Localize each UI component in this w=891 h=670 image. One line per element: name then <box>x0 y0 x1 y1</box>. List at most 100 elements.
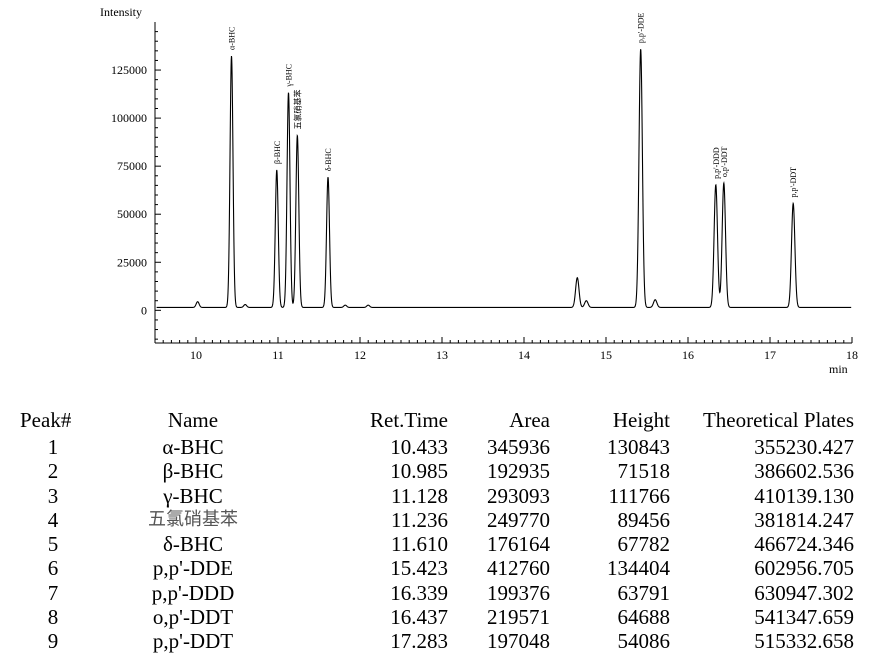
cell-name: p,p'-DDE <box>152 556 234 581</box>
peak-label: δ-BHC <box>324 148 333 171</box>
table-header-row: Peak# Name Ret.Time Area Height Theoreti… <box>20 408 854 435</box>
cell-ret-time: 16.339 <box>390 580 448 605</box>
cell-height: 71518 <box>617 459 671 484</box>
cell-name: 五氯硝基苯 <box>148 508 238 530</box>
table-row: 3 γ-BHC 11.128 293093 111766 410139.130 <box>20 484 854 508</box>
cell-height: 63791 <box>617 580 671 605</box>
cell-area: 293093 <box>487 483 550 508</box>
header-theoretical-plates: Theoretical Plates <box>702 408 854 432</box>
cell-peak: 5 <box>47 532 59 557</box>
cell-peak: 1 <box>47 435 59 459</box>
chromatogram-svg: Intensity min 0 25000 50000 75000 100000 1250… <box>100 5 858 376</box>
cell-peak: 7 <box>47 580 59 605</box>
cell-area: 176164 <box>487 532 550 557</box>
cell-height: 54086 <box>617 629 671 654</box>
table-row: 2 β-BHC 10.985 192935 71518 386602.536 <box>20 459 854 483</box>
table-row: 9 p,p'-DDT 17.283 197048 54086 515332.658 <box>20 629 854 653</box>
header-name: Name <box>167 408 219 432</box>
table-row: 6 p,p'-DDE 15.423 412760 134404 602956.705 <box>20 556 854 580</box>
cell-name: β-BHC <box>162 459 224 484</box>
y-axis: 0 25000 50000 75000 100000 125000 <box>111 22 161 343</box>
y-tick-label: 100000 <box>111 111 147 125</box>
peak-label: 五氯硝基苯 <box>292 89 302 129</box>
chromatogram-chart: Intensity min 0 25000 50000 75000 100000 1250… <box>100 5 858 376</box>
cell-area: 249770 <box>487 507 550 532</box>
table-body: 1 α-BHC 10.433 345936 130843 355230.427 2 β-BHC… <box>20 435 854 654</box>
x-tick-label: 13 <box>436 348 448 362</box>
cell-area: 219571 <box>487 605 550 630</box>
table-row: 4 五氯硝基苯 11.236 249770 89456 381814.247 <box>20 508 854 532</box>
peak-label: p,p'-DDT <box>789 167 798 198</box>
cell-name: δ-BHC <box>162 532 224 557</box>
cell-peak: 9 <box>47 629 59 654</box>
cell-name: o,p'-DDT <box>152 605 234 630</box>
header-area: Area <box>509 408 550 432</box>
y-tick-label: 50000 <box>117 207 147 221</box>
cell-theoretical-plates: 410139.130 <box>754 483 854 508</box>
cell-theoretical-plates: 466724.346 <box>754 532 854 557</box>
header-height: Height <box>612 408 670 432</box>
peak-label: α-BHC <box>228 27 237 50</box>
peak-results-table: Peak# Name Ret.Time Area Height Theoreti… <box>20 408 854 654</box>
cell-theoretical-plates: 381814.247 <box>754 507 854 532</box>
y-axis-title: Intensity <box>100 5 142 19</box>
cell-height: 130843 <box>607 435 670 459</box>
cell-name: α-BHC <box>162 435 224 459</box>
table-row: 7 p,p'-DDD 16.339 199376 63791 630947.302 <box>20 581 854 605</box>
cell-theoretical-plates: 541347.659 <box>754 605 854 630</box>
cell-ret-time: 11.236 <box>391 507 448 532</box>
x-tick-label: 17 <box>764 348 776 362</box>
cell-theoretical-plates: 386602.536 <box>754 459 854 484</box>
cell-area: 345936 <box>487 435 550 459</box>
cell-ret-time: 10.433 <box>390 435 448 459</box>
x-tick-label: 16 <box>682 348 694 362</box>
table-row: 1 α-BHC 10.433 345936 130843 355230.427 <box>20 435 854 459</box>
cell-height: 134404 <box>607 556 670 581</box>
cell-area: 199376 <box>487 580 550 605</box>
x-tick-label: 12 <box>354 348 366 362</box>
y-tick-label: 25000 <box>117 255 147 269</box>
cell-theoretical-plates: 630947.302 <box>754 580 854 605</box>
chromatogram-trace <box>156 49 852 308</box>
chromatogram-line <box>156 49 852 308</box>
cell-area: 412760 <box>487 556 550 581</box>
cell-ret-time: 17.283 <box>390 629 448 654</box>
cell-height: 64688 <box>617 605 671 630</box>
table-row: 5 δ-BHC 11.610 176164 67782 466724.346 <box>20 532 854 556</box>
cell-peak: 2 <box>47 459 59 484</box>
cell-peak: 6 <box>47 556 59 581</box>
x-tick-label: 11 <box>272 348 284 362</box>
header-ret-time: Ret.Time <box>370 408 448 432</box>
cell-peak: 8 <box>47 605 59 630</box>
y-tick-label: 0 <box>141 303 147 317</box>
y-tick-label: 125000 <box>111 63 147 77</box>
peak-label: o,p'-DDT <box>720 146 729 177</box>
cell-peak: 4 <box>47 507 59 532</box>
header-peak: Peak# <box>20 408 72 432</box>
peak-label: β-BHC <box>273 141 282 164</box>
x-tick-label: 10 <box>190 348 202 362</box>
cell-name: p,p'-DDT <box>152 629 234 654</box>
cell-ret-time: 11.128 <box>391 483 448 508</box>
y-tick-label: 75000 <box>117 159 147 173</box>
peak-label: p,p'-DDE <box>637 12 646 43</box>
cell-theoretical-plates: 602956.705 <box>754 556 854 581</box>
cell-area: 197048 <box>487 629 550 654</box>
x-axis-title: min <box>829 362 848 376</box>
cell-height: 89456 <box>617 507 671 532</box>
peak-label: γ-BHC <box>284 64 293 88</box>
table-row: 8 o,p'-DDT 16.437 219571 64688 541347.659 <box>20 605 854 629</box>
cell-theoretical-plates: 515332.658 <box>754 629 854 654</box>
x-tick-label: 14 <box>518 348 530 362</box>
x-tick-label: 18 <box>846 348 858 362</box>
cell-ret-time: 15.423 <box>390 556 448 581</box>
cell-theoretical-plates: 355230.427 <box>754 435 854 459</box>
cell-ret-time: 10.985 <box>390 459 448 484</box>
peak-label: p,p'-DDD <box>712 147 721 179</box>
cell-ret-time: 16.437 <box>390 605 448 630</box>
cell-name: γ-BHC <box>163 483 223 508</box>
cell-name: p,p'-DDD <box>151 580 235 605</box>
cell-peak: 3 <box>47 483 59 508</box>
cell-height: 67782 <box>617 532 671 557</box>
